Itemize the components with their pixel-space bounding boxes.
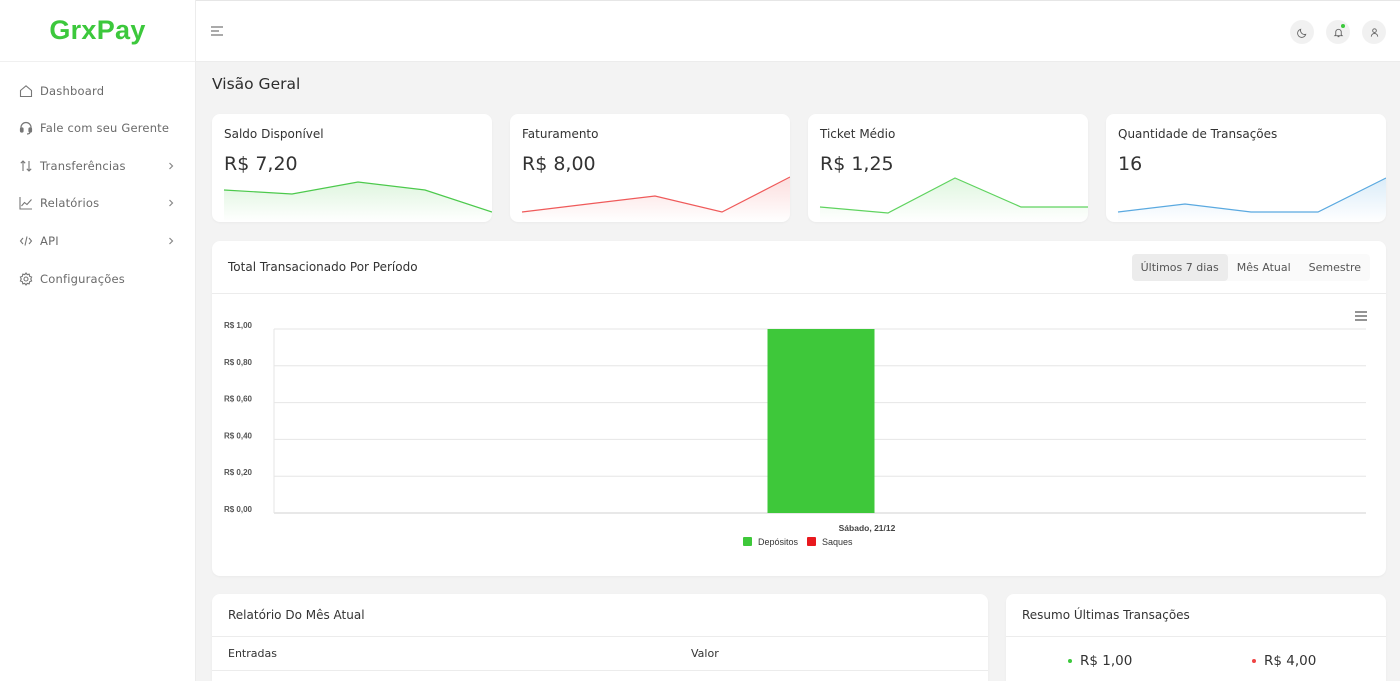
y-tick-label: R$ 0,40 [224,431,253,440]
chevron-right-icon [167,159,177,173]
sidebar-item-label: Fale com seu Gerente [40,120,170,135]
y-tick-label: R$ 0,00 [224,505,253,514]
bar-depsitos [767,329,875,513]
brand-logo-text: GrxPay [49,15,146,45]
notifications-button[interactable] [1326,20,1350,44]
stat-value: 16 [1118,153,1143,175]
stat-card-saldo: Saldo Disponível R$ 7,20 [212,114,492,222]
panel-title: Relatório Do Mês Atual [228,608,365,622]
sidebar-item-label: API [40,234,59,248]
y-tick-label: R$ 0,60 [224,395,253,404]
sidebar-item-relatorios[interactable]: Relatórios [0,184,195,222]
menu-icon[interactable] [210,23,226,39]
sidebar-item-label: Configurações [40,272,125,286]
panel-title: Total Transacionado Por Período [228,260,418,274]
legend-label: Depósitos [758,537,799,547]
topbar-actions [1290,20,1386,44]
column-header-valor: Valor [691,647,719,660]
sidebar-item-transferencias[interactable]: Transferências [0,148,195,184]
panel-title: Resumo Últimas Transações [1022,608,1190,622]
summary-value: R$ 4,00 [1264,653,1317,669]
summary-panel: Resumo Últimas Transações R$ 1,00 R$ 4,0… [1006,594,1386,681]
x-tick-label: Sábado, 21/12 [839,523,896,533]
bell-icon [1333,23,1344,42]
brand-logo[interactable]: GrxPay [0,0,195,62]
sparkline [819,177,1088,222]
sidebar-item-label: Transferências [40,159,126,173]
tab-mes-atual[interactable]: Mês Atual [1236,260,1291,274]
column-header-entradas: Entradas [228,647,277,660]
panel-header: Total Transacionado Por Período Últimos … [212,241,1386,294]
y-tick-label: R$ 0,80 [224,358,253,367]
y-tick-label: R$ 0,20 [224,468,253,477]
chevron-right-icon [167,196,177,210]
legend-swatch [743,537,752,546]
code-icon [18,234,33,249]
chart-menu-icon[interactable] [1355,311,1367,321]
notification-dot [1341,24,1345,28]
status-dot [1068,659,1072,663]
sparkline [223,181,492,222]
topbar [196,0,1400,62]
stat-card-ticket: Ticket Médio R$ 1,25 [808,114,1088,222]
chevron-right-icon [167,234,177,248]
sidebar: GrxPay Dashboard Fale com seu Gerente Tr… [0,0,196,681]
summary-item: R$ 4,00 [1252,653,1316,669]
user-menu-button[interactable] [1362,20,1386,44]
table-header: Entradas Valor [212,637,988,671]
sidebar-item-label: Dashboard [40,83,105,98]
headset-icon [18,120,33,135]
period-selector: Últimos 7 dias Mês Atual Semestre [1131,253,1370,281]
page-title: Visão Geral [212,75,301,93]
tab-semestre[interactable]: Semestre [1308,260,1361,274]
status-dot [1252,659,1256,663]
stat-card-quantidade: Quantidade de Transações 16 [1106,114,1386,222]
arrows-updown-icon [18,159,33,174]
legend-swatch [807,537,816,546]
y-tick-label: R$ 1,00 [224,321,253,330]
sidebar-item-configuracoes[interactable]: Configurações [0,260,195,298]
sidebar-item-gerente[interactable]: Fale com seu Gerente [0,109,195,146]
stat-label: Saldo Disponível [224,127,324,141]
sidebar-item-label: Relatórios [40,196,100,210]
stat-label: Quantidade de Transações [1118,127,1278,141]
theme-toggle-button[interactable] [1290,20,1314,44]
panel-header: Resumo Últimas Transações [1006,594,1386,637]
period-chart-panel: Total Transacionado Por Período Últimos … [212,241,1386,576]
moon-icon [1296,23,1308,42]
user-icon [1369,23,1380,42]
stat-value: R$ 1,25 [820,153,894,175]
home-icon [18,83,33,98]
gear-icon [18,272,33,287]
summary-item: R$ 1,00 [1068,653,1132,669]
sidebar-item-dashboard[interactable]: Dashboard [0,72,195,109]
stat-value: R$ 7,20 [224,153,298,175]
sparkline [1117,177,1386,222]
bar-chart: R$ 1,00 R$ 0,80 R$ 0,60 R$ 0,40 R$ 0,20 R$ 0,… [224,311,1367,547]
stat-label: Faturamento [522,127,599,141]
stat-card-faturamento: Faturamento R$ 8,00 [510,114,790,222]
stat-value: R$ 8,00 [522,153,596,175]
panel-header: Relatório Do Mês Atual [212,594,988,637]
report-panel: Relatório Do Mês Atual Entradas Valor [212,594,988,681]
sidebar-nav: Dashboard Fale com seu Gerente Transferê… [0,62,195,298]
sidebar-item-api[interactable]: API [0,222,195,260]
tab-ultimos-7-dias[interactable]: Últimos 7 dias [1131,253,1228,281]
summary-value: R$ 1,00 [1080,653,1133,669]
stat-label: Ticket Médio [820,127,896,141]
sparkline [521,176,790,222]
chart-line-icon [18,196,33,211]
legend-label: Saques [822,537,853,547]
